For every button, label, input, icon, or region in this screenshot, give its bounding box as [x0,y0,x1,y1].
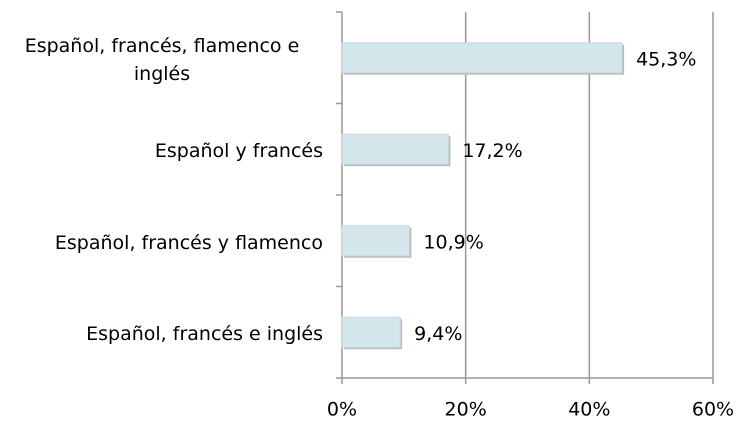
x-tick-label: 60% [692,399,734,421]
value-label: 17,2% [462,140,522,162]
value-label: 10,9% [423,231,483,253]
bar [341,133,449,165]
category-label: Español, francés y flamenco [54,231,323,254]
value-label: 45,3% [636,48,696,70]
value-label: 9,4% [414,323,462,345]
x-tick-label: 0% [327,399,357,421]
bar [341,42,623,74]
bar [341,316,401,348]
category-label: Español, francés e inglés [86,323,323,346]
x-tick-label: 20% [445,399,487,421]
x-tick-label: 40% [568,399,610,421]
category-label: Español y francés [154,140,323,163]
category-label: Español, francés, flamenco e inglés [24,34,300,85]
bar [341,225,410,257]
